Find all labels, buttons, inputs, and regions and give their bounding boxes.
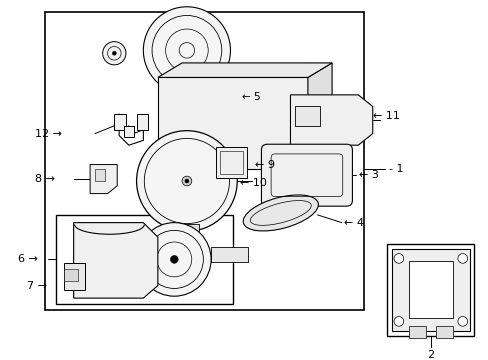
Bar xyxy=(95,170,104,181)
Text: ← 5: ← 5 xyxy=(242,92,260,102)
Polygon shape xyxy=(307,63,331,170)
Bar xyxy=(216,147,246,178)
Text: ← 11: ← 11 xyxy=(372,111,399,121)
Text: ← 4: ← 4 xyxy=(343,218,363,228)
Text: 6 →: 6 → xyxy=(18,255,37,264)
Bar xyxy=(408,261,452,319)
Circle shape xyxy=(102,42,126,65)
Circle shape xyxy=(182,176,191,186)
Circle shape xyxy=(393,253,403,263)
Polygon shape xyxy=(90,165,117,194)
Text: - 1: - 1 xyxy=(388,165,403,174)
Bar xyxy=(220,151,243,174)
Bar xyxy=(64,263,85,291)
Polygon shape xyxy=(158,63,331,77)
Text: 2: 2 xyxy=(427,350,433,360)
Circle shape xyxy=(393,316,403,326)
Bar xyxy=(175,224,198,235)
Circle shape xyxy=(457,253,467,263)
Polygon shape xyxy=(74,222,158,298)
Circle shape xyxy=(112,51,116,55)
Circle shape xyxy=(137,222,211,296)
Bar xyxy=(435,326,452,338)
Bar xyxy=(124,126,133,138)
Bar xyxy=(44,12,363,310)
Circle shape xyxy=(170,256,178,263)
Bar xyxy=(391,249,468,331)
Bar xyxy=(211,247,247,262)
Text: 12 →: 12 → xyxy=(35,129,62,139)
Bar xyxy=(64,269,78,281)
Text: 8 →: 8 → xyxy=(35,174,55,184)
Circle shape xyxy=(136,131,237,231)
Circle shape xyxy=(143,7,230,94)
Bar xyxy=(408,326,425,338)
Bar xyxy=(56,215,233,304)
Text: ← 9: ← 9 xyxy=(254,159,274,170)
Bar xyxy=(114,114,126,130)
FancyBboxPatch shape xyxy=(261,144,352,206)
Bar xyxy=(386,244,473,336)
Polygon shape xyxy=(290,95,372,145)
Text: ← 10: ← 10 xyxy=(240,178,266,188)
Bar xyxy=(295,107,319,126)
Circle shape xyxy=(184,179,188,183)
Bar xyxy=(136,114,148,130)
Ellipse shape xyxy=(243,195,318,231)
Text: ← 3: ← 3 xyxy=(359,170,378,180)
Bar xyxy=(158,77,307,170)
Circle shape xyxy=(457,316,467,326)
Text: 7 →: 7 → xyxy=(27,280,47,291)
